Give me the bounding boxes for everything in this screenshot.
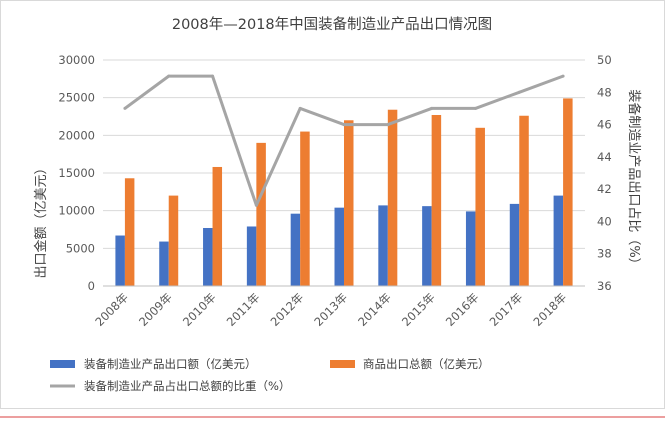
y-tick-label: 10000 xyxy=(58,204,95,218)
y-axis-title: 出口金额（亿美元） xyxy=(33,161,49,278)
bar-total-export xyxy=(344,120,354,287)
bar-total-export xyxy=(431,114,442,286)
bar-equipment-export xyxy=(509,203,520,286)
ratio-point xyxy=(167,74,171,78)
y-tick-label: 0 xyxy=(88,279,95,293)
bar-total-export xyxy=(256,142,266,286)
y2-tick-label: 50 xyxy=(597,53,612,67)
legend-label-ratio: 装备制造业产品占出口总额的比重（%） xyxy=(84,379,290,393)
bar-total-export xyxy=(168,195,179,286)
y2-axis-title: 装备制造业产品出口占比（%） xyxy=(626,89,642,270)
bar-total-export xyxy=(475,127,485,286)
y2-tick-label: 38 xyxy=(597,247,612,261)
ratio-point xyxy=(298,106,302,110)
bar-total-export xyxy=(563,98,573,286)
ratio-point xyxy=(430,106,434,110)
legend-label-total-export: 商品出口总额（亿美元） xyxy=(363,357,490,371)
y2-tick-label: 36 xyxy=(597,279,612,293)
bar-equipment-export xyxy=(159,241,169,286)
bar-total-export xyxy=(387,109,398,286)
ratio-line-layer xyxy=(123,74,565,207)
legend-swatch-total-export xyxy=(330,360,355,368)
ratio-point xyxy=(254,203,258,207)
legend: 装备制造业产品出口额（亿美元） 商品出口总额（亿美元） 装备制造业产品占出口总额… xyxy=(50,357,490,393)
bar-total-export xyxy=(300,131,310,286)
ratio-point xyxy=(386,123,390,127)
bar-equipment-export xyxy=(246,226,257,286)
y2-tick-label: 46 xyxy=(597,118,612,132)
bar-equipment-export xyxy=(465,211,476,286)
y-tick-label: 5000 xyxy=(66,241,95,255)
bar-equipment-export xyxy=(422,206,432,286)
bars xyxy=(115,98,573,287)
y2-tick-label: 44 xyxy=(597,150,612,164)
y2-tick-label: 48 xyxy=(597,85,612,99)
bar-equipment-export xyxy=(334,207,344,286)
bar-equipment-export xyxy=(378,205,388,286)
bar-equipment-export xyxy=(553,195,564,286)
ratio-point xyxy=(342,123,346,127)
bar-total-export xyxy=(124,178,135,286)
bar-total-export xyxy=(519,115,529,286)
y-tick-label: 20000 xyxy=(58,128,95,142)
ratio-point xyxy=(517,90,521,94)
y2-tick-label: 42 xyxy=(597,182,612,196)
bar-equipment-export xyxy=(290,213,301,286)
y-tick-label: 25000 xyxy=(58,91,95,105)
ratio-point xyxy=(473,106,477,110)
y-tick-label: 30000 xyxy=(58,53,95,67)
y-tick-label: 15000 xyxy=(58,166,95,180)
ratio-point xyxy=(123,106,127,110)
ratio-point xyxy=(561,74,565,78)
ratio-point xyxy=(211,74,215,78)
legend-swatch-equipment-export xyxy=(50,360,75,368)
legend-label-equipment-export: 装备制造业产品出口额（亿美元） xyxy=(84,357,257,371)
bar-equipment-export xyxy=(203,227,213,286)
bar-equipment-export xyxy=(115,235,125,286)
bar-total-export xyxy=(212,166,223,286)
chart-title: 2008年—2018年中国装备制造业产品出口情况图 xyxy=(172,16,492,33)
y2-tick-label: 40 xyxy=(597,214,612,228)
